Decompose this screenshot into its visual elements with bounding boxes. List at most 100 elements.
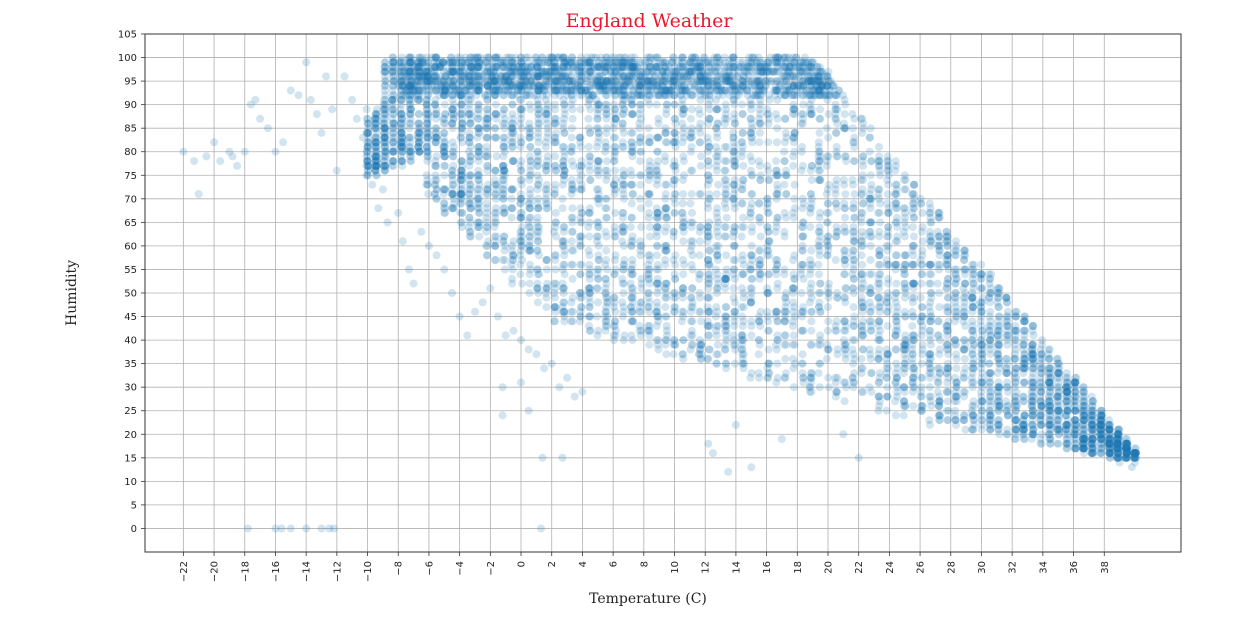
data-point [618, 237, 627, 246]
data-point [670, 100, 679, 109]
data-point [603, 77, 611, 86]
data-point [925, 383, 934, 392]
data-point [491, 190, 500, 199]
data-point [748, 138, 757, 147]
data-point [626, 223, 635, 232]
data-point [780, 307, 789, 316]
data-point [643, 67, 652, 76]
data-point [586, 128, 595, 137]
data-point [1011, 331, 1020, 340]
data-point [858, 284, 867, 293]
data-point [526, 246, 535, 255]
data-point [1028, 350, 1037, 359]
data-point [925, 354, 934, 363]
data-point [380, 81, 389, 90]
data-point [662, 336, 671, 345]
data-point [908, 223, 917, 232]
data-point [547, 359, 556, 368]
data-point [755, 199, 764, 208]
data-point [567, 147, 576, 156]
data-point [1071, 402, 1080, 410]
data-point [882, 406, 891, 415]
data-point [577, 289, 586, 297]
data-point [908, 350, 917, 359]
data-point [637, 274, 646, 283]
data-point [542, 265, 551, 274]
data-point [594, 100, 603, 109]
data-point [499, 161, 507, 170]
data-point [440, 208, 449, 217]
data-point [865, 147, 874, 156]
data-point [712, 95, 721, 104]
data-point [525, 270, 534, 279]
data-point [704, 274, 713, 283]
data-point [986, 336, 995, 345]
data-point [1079, 416, 1088, 425]
data-point [1084, 435, 1093, 443]
data-point [712, 152, 721, 161]
data-point [540, 364, 549, 373]
data-point [352, 114, 361, 123]
data-point [739, 176, 748, 184]
data-point [696, 128, 705, 137]
data-point [526, 105, 535, 114]
data-point [202, 152, 211, 161]
data-point [551, 180, 560, 189]
data-point [891, 180, 900, 189]
data-point [449, 105, 458, 114]
data-point [431, 100, 439, 109]
data-point [594, 326, 603, 335]
data-point [986, 411, 995, 420]
data-point [1055, 369, 1064, 378]
data-point [772, 270, 781, 279]
data-point [1036, 350, 1045, 359]
data-point [1131, 449, 1140, 458]
data-point [645, 279, 654, 288]
data-point [731, 359, 740, 368]
data-point [388, 147, 397, 156]
data-point [432, 185, 441, 194]
data-point [1080, 420, 1089, 429]
data-point [1003, 322, 1012, 330]
data-point [550, 100, 559, 109]
data-point [824, 293, 833, 302]
data-point [816, 114, 825, 123]
data-point [823, 199, 832, 208]
data-point [1088, 430, 1097, 439]
data-point [927, 270, 936, 279]
data-point [917, 279, 926, 288]
data-point [449, 180, 458, 189]
data-point [739, 303, 748, 312]
data-point [560, 152, 569, 161]
data-point [560, 223, 569, 232]
data-point [831, 105, 840, 114]
data-point [602, 124, 611, 133]
data-point [432, 114, 441, 123]
data-point [687, 143, 696, 151]
data-point [876, 303, 885, 312]
data-point [824, 232, 833, 241]
data-point [884, 274, 893, 283]
data-point [550, 190, 559, 199]
data-point [475, 180, 484, 189]
data-point [423, 176, 432, 184]
data-point [764, 317, 772, 326]
data-point [516, 105, 525, 114]
data-point [883, 392, 891, 401]
data-point [568, 317, 577, 326]
data-point [1105, 435, 1114, 443]
data-point [686, 345, 695, 354]
data-point [423, 147, 432, 156]
data-point [900, 218, 909, 227]
data-point [381, 91, 390, 100]
data-point [714, 241, 723, 250]
data-point [670, 128, 679, 137]
data-point [935, 213, 944, 222]
data-point [806, 105, 815, 114]
data-point [458, 161, 467, 170]
data-point [271, 524, 280, 533]
data-point [405, 67, 414, 76]
data-point [986, 369, 995, 378]
data-point [977, 416, 986, 425]
data-point [483, 124, 492, 133]
